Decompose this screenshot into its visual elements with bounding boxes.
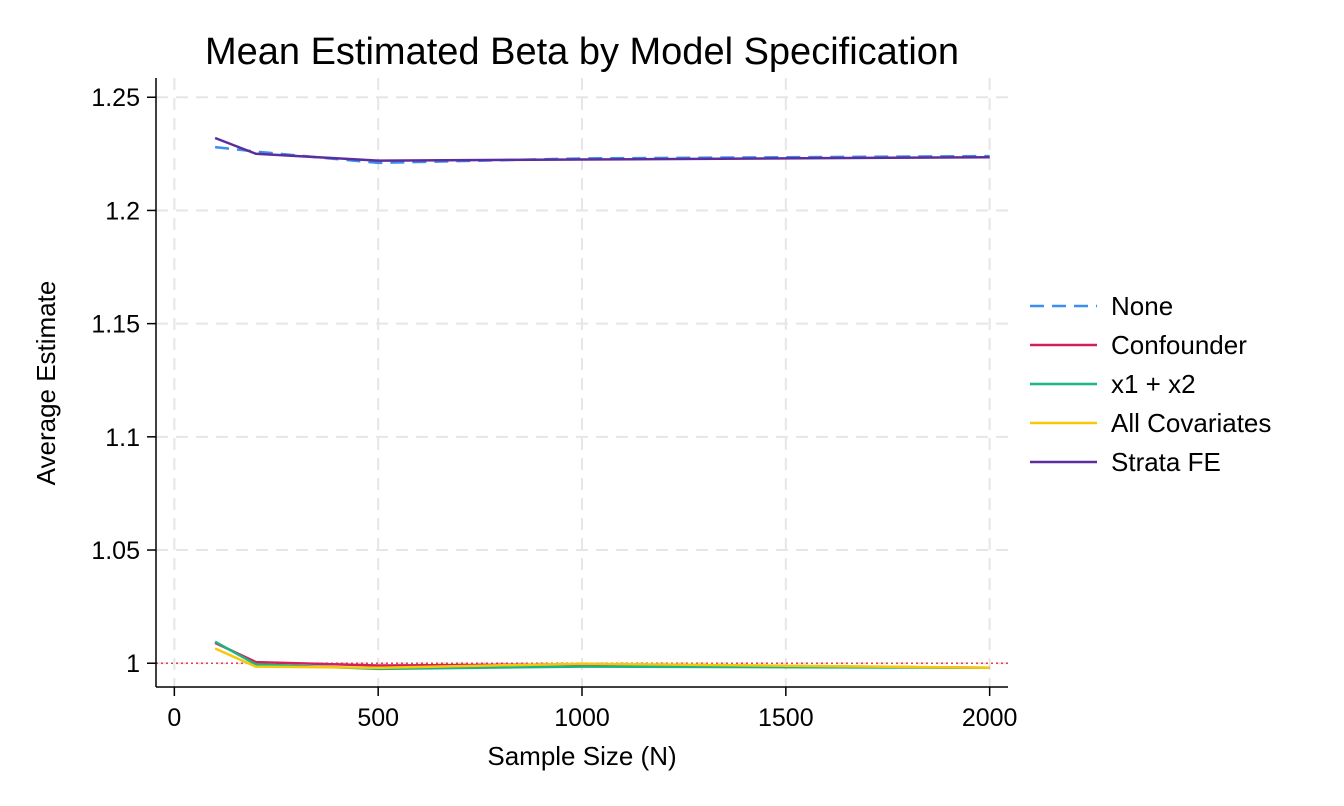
y-tick-label: 1.2 (105, 197, 140, 225)
y-tick-label: 1.25 (91, 84, 140, 112)
series-line-all-covariates (214, 647, 990, 670)
series-line-none (214, 145, 990, 165)
chart-title: Mean Estimated Beta by Model Specificati… (205, 31, 959, 73)
x-tick-label: 1000 (554, 704, 610, 732)
x-axis-ticks: 0 500 1000 1500 2000 (167, 687, 1017, 732)
series-lines (214, 136, 990, 671)
y-axis-ticks: 1 1.05 1.1 1.15 1.2 1.25 (91, 84, 156, 678)
y-tick-label: 1 (126, 650, 140, 678)
gridlines (156, 78, 1008, 687)
legend-label: None (1111, 291, 1173, 321)
legend-label: All Covariates (1111, 408, 1271, 438)
x-tick-label: 1500 (758, 704, 814, 732)
legend-label: x1 + x2 (1111, 369, 1196, 399)
x-tick-label: 500 (357, 704, 399, 732)
y-tick-label: 1.05 (91, 537, 140, 565)
y-tick-label: 1.1 (105, 424, 140, 452)
legend-label: Confounder (1111, 330, 1247, 360)
legend-label: Strata FE (1111, 447, 1221, 477)
legend: None Confounder x1 + x2 All Covariates Strat… (1030, 291, 1271, 477)
x-tick-label: 2000 (962, 704, 1018, 732)
series-line-strata-fe (214, 136, 990, 162)
y-axis-label: Average Estimate (31, 281, 61, 486)
x-axis-label: Sample Size (N) (487, 741, 676, 771)
y-tick-label: 1.15 (91, 311, 140, 339)
x-tick-label: 0 (167, 704, 181, 732)
